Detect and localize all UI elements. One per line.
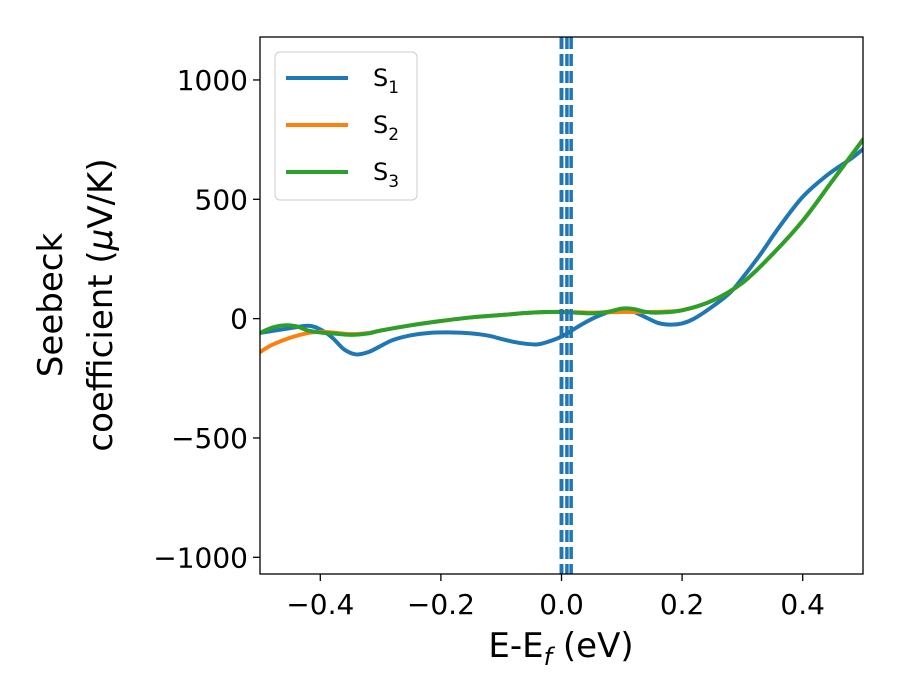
y-axis-label-line2: coefficient (μV/K) xyxy=(81,158,121,451)
legend: S1 S2 S3 xyxy=(274,51,418,201)
y-tick-label: −500 xyxy=(171,422,248,455)
y-tick-label: 0 xyxy=(230,303,248,336)
x-tick-label: 0.4 xyxy=(780,588,825,621)
x-axis-label: E-Ef (eV) xyxy=(488,626,633,671)
legend-label-s3: S3 xyxy=(373,158,399,192)
y-axis-label-line1: Seebeck xyxy=(31,233,71,378)
legend-label-s1: S1 xyxy=(373,64,399,98)
y-tick-label: 1000 xyxy=(177,64,248,97)
x-tick-label: 0.2 xyxy=(660,588,705,621)
y-tick-label: −1000 xyxy=(153,541,248,574)
x-tick-label: 0.0 xyxy=(539,588,584,621)
y-tick-label: 500 xyxy=(195,183,248,216)
x-tick-label: −0.2 xyxy=(407,588,475,621)
x-tick-label: −0.4 xyxy=(286,588,354,621)
series-line-s3 xyxy=(260,137,863,337)
legend-label-s2: S2 xyxy=(373,111,399,145)
